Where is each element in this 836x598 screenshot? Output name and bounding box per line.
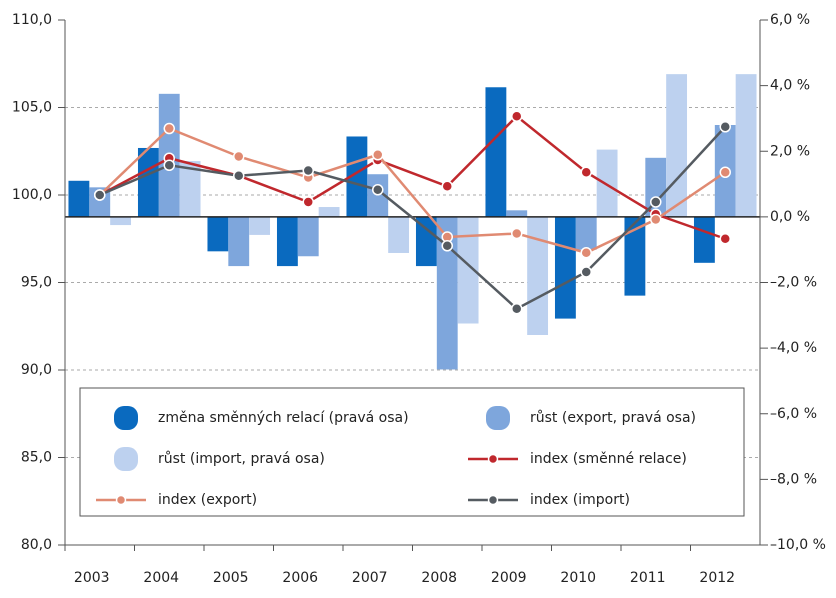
point xyxy=(719,121,731,133)
y2-tick-label: –2,0 % xyxy=(770,275,817,291)
bar xyxy=(179,161,201,217)
point xyxy=(372,149,384,161)
bar xyxy=(367,174,389,217)
y2-tick-label: 6,0 % xyxy=(770,12,810,28)
point xyxy=(719,166,731,178)
legend-swatch xyxy=(114,406,138,430)
y-tick-label: 100,0 xyxy=(12,187,52,203)
point xyxy=(372,184,384,196)
x-tick-label: 2010 xyxy=(560,570,596,586)
x-tick-label: 2005 xyxy=(213,570,249,586)
y2-tick-label: –10,0 % xyxy=(770,537,826,553)
point xyxy=(163,122,175,135)
x-tick-label: 2012 xyxy=(699,570,735,586)
point xyxy=(233,150,245,163)
legend-label: index (export) xyxy=(158,492,257,508)
legend-label: index (import) xyxy=(530,492,630,508)
y2-tick-label: 0,0 % xyxy=(770,209,810,225)
bar xyxy=(436,216,458,370)
bar xyxy=(346,136,368,217)
point xyxy=(511,110,523,122)
bar xyxy=(228,216,250,267)
bar xyxy=(457,216,479,324)
point xyxy=(441,240,453,252)
bar xyxy=(624,216,646,296)
bar xyxy=(554,216,576,319)
legend-box xyxy=(79,387,745,517)
bar xyxy=(318,207,340,217)
point xyxy=(302,196,314,208)
legend-dot xyxy=(487,494,499,506)
point xyxy=(650,196,662,208)
legend-label: index (směnné relace) xyxy=(530,451,687,467)
y2-tick-label: 4,0 % xyxy=(770,78,810,94)
y2-tick-label: –6,0 % xyxy=(770,406,817,422)
point xyxy=(580,266,592,278)
line xyxy=(99,114,726,240)
y-tick-label: 90,0 xyxy=(21,362,52,378)
x-tick-label: 2006 xyxy=(282,570,318,586)
point xyxy=(302,164,314,177)
bar xyxy=(207,216,229,252)
point xyxy=(163,159,175,171)
x-tick-label: 2007 xyxy=(352,570,388,586)
y-tick-label: 85,0 xyxy=(21,450,52,466)
bar xyxy=(68,180,90,217)
point xyxy=(441,180,453,192)
bar xyxy=(137,147,159,217)
legend-label: růst (import, pravá osa) xyxy=(158,451,325,467)
point xyxy=(719,233,731,245)
legend-dot xyxy=(115,494,127,506)
legend-dot xyxy=(487,453,499,465)
bar xyxy=(415,216,437,267)
bar xyxy=(596,149,618,217)
point xyxy=(511,227,523,240)
point xyxy=(580,166,592,178)
line xyxy=(99,125,727,311)
bar xyxy=(485,87,507,217)
point xyxy=(580,247,592,259)
y2-tick-label: –8,0 % xyxy=(770,471,817,487)
x-tick-label: 2008 xyxy=(421,570,457,586)
x-tick-label: 2011 xyxy=(630,570,666,586)
y-tick-label: 95,0 xyxy=(21,275,52,291)
bar xyxy=(276,216,298,267)
bar xyxy=(506,210,528,217)
x-tick-label: 2009 xyxy=(491,570,527,586)
bar xyxy=(297,216,319,257)
x-tick-label: 2003 xyxy=(74,570,110,586)
point xyxy=(233,170,245,182)
point xyxy=(511,303,523,315)
y2-tick-label: 2,0 % xyxy=(770,143,810,159)
bar xyxy=(110,216,132,226)
y2-tick-label: –4,0 % xyxy=(770,340,817,356)
point xyxy=(650,213,662,226)
legend-label: změna směnných relací (pravá osa) xyxy=(158,410,409,426)
bar xyxy=(249,216,271,235)
legend-swatch xyxy=(114,447,138,471)
bar xyxy=(388,216,410,253)
legend-swatch xyxy=(486,406,510,430)
bar xyxy=(735,74,757,217)
y-tick-label: 80,0 xyxy=(21,537,52,553)
x-tick-label: 2004 xyxy=(143,570,179,586)
bar xyxy=(666,74,688,217)
bar xyxy=(575,216,597,250)
y-tick-label: 105,0 xyxy=(12,100,52,116)
bar xyxy=(693,216,715,263)
legend-label: růst (export, pravá osa) xyxy=(530,410,696,426)
y-tick-label: 110,0 xyxy=(12,12,52,28)
bar xyxy=(527,216,549,335)
point xyxy=(94,189,106,201)
